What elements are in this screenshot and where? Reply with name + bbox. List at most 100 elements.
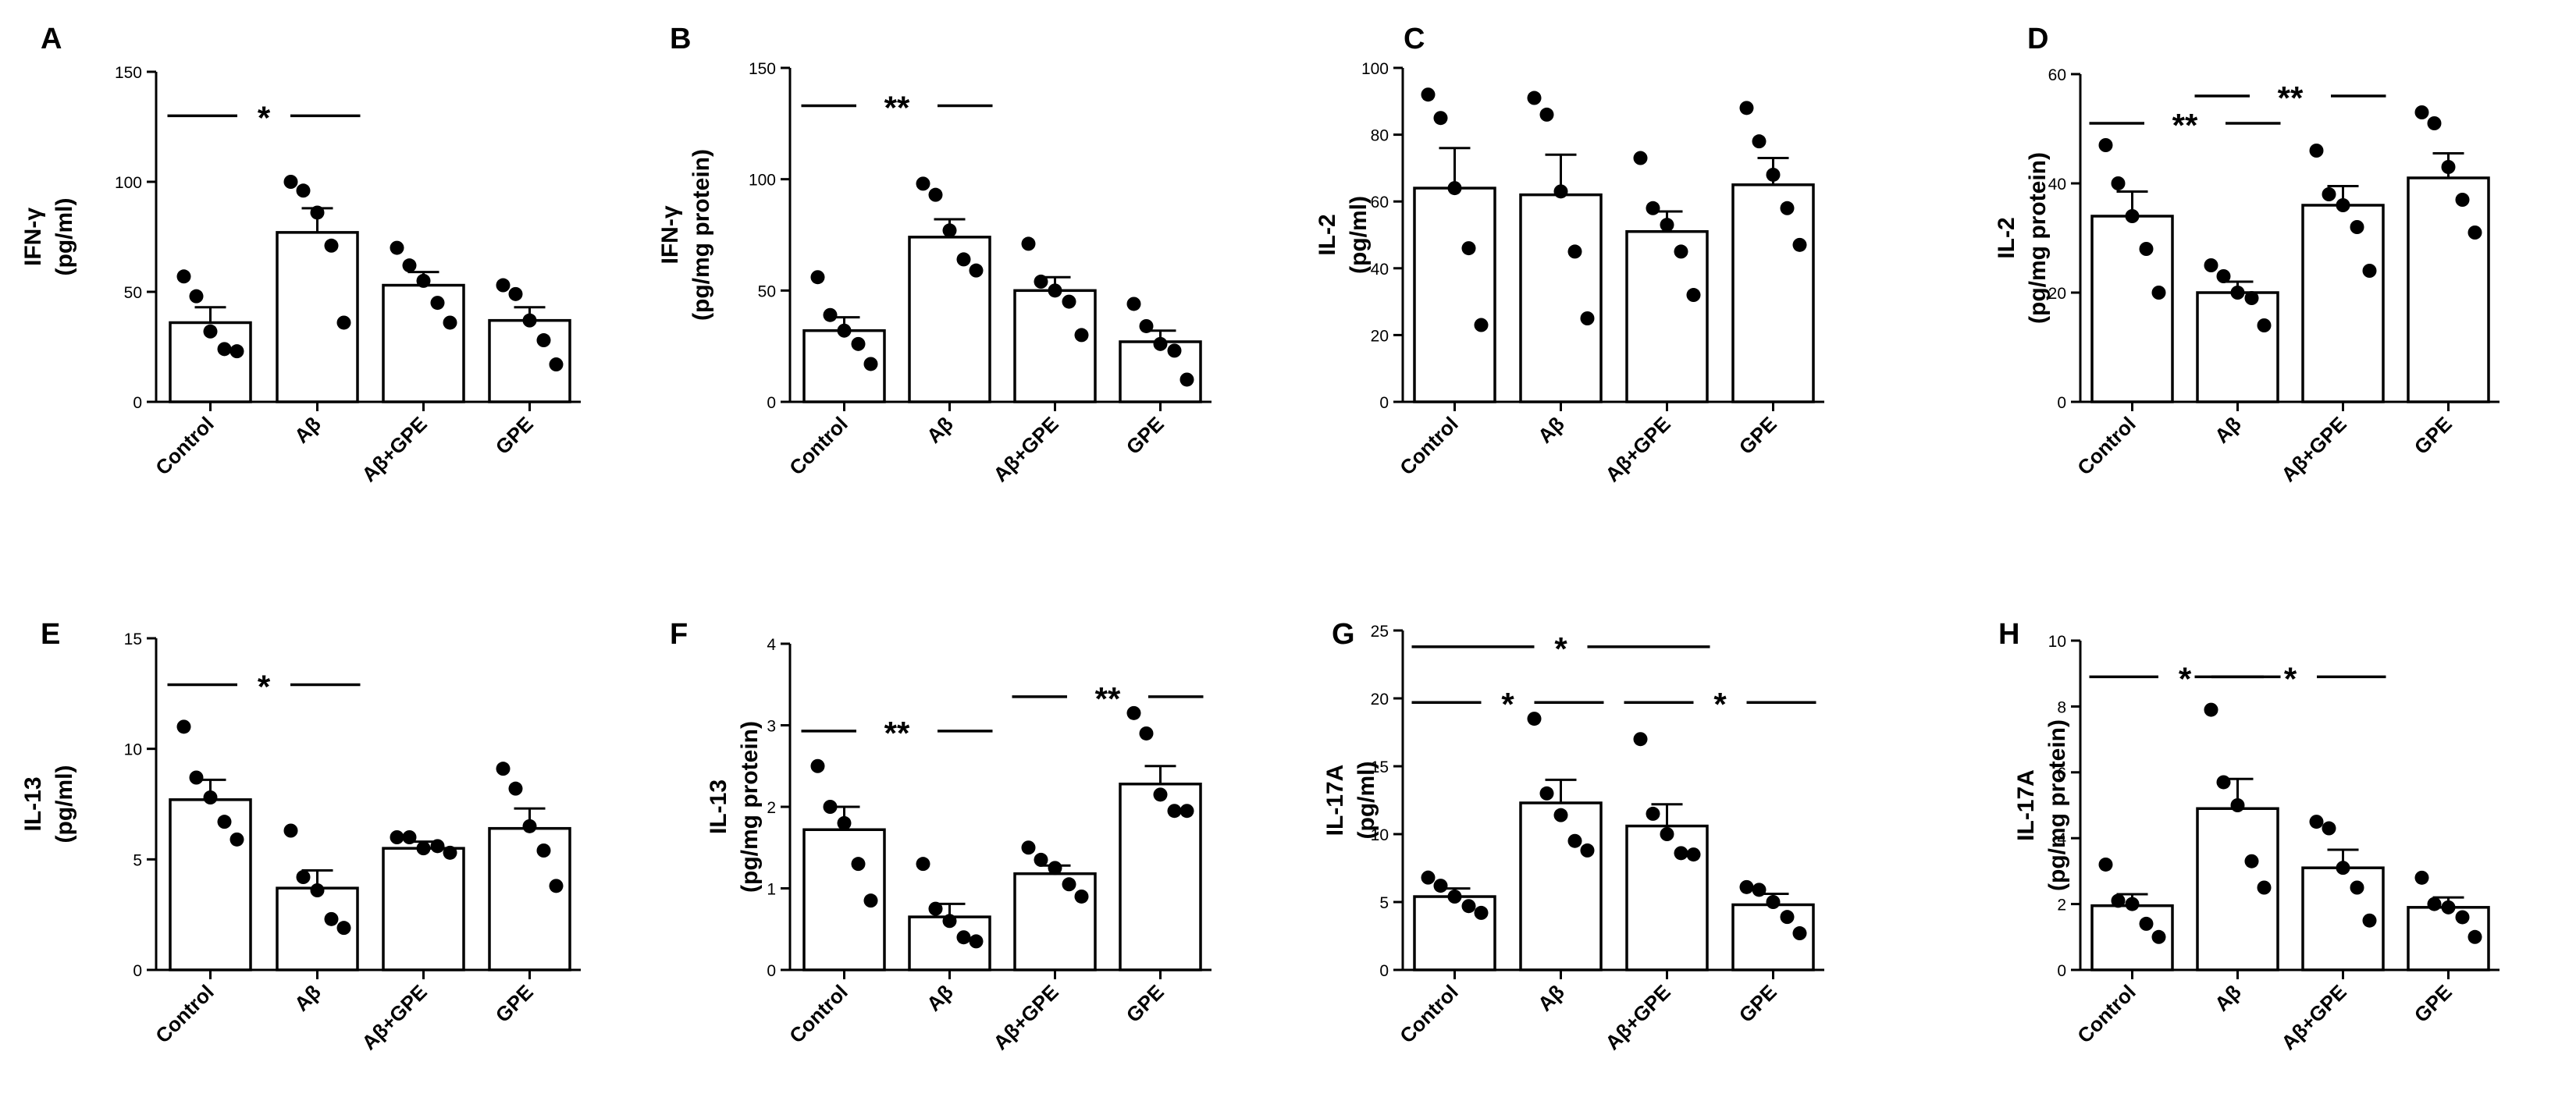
data-point bbox=[2125, 897, 2140, 911]
data-point bbox=[1553, 808, 1568, 822]
category-label: Aβ+GPE bbox=[1600, 980, 1674, 1054]
data-point bbox=[189, 289, 204, 304]
data-point bbox=[402, 830, 417, 844]
data-point bbox=[176, 719, 191, 734]
category-label: Aβ bbox=[2210, 412, 2246, 448]
y-tick-label: 10 bbox=[1371, 826, 1389, 844]
bar bbox=[169, 798, 252, 971]
data-point bbox=[2151, 286, 2166, 300]
bar bbox=[2196, 807, 2279, 971]
category-label: Control bbox=[2073, 412, 2140, 480]
panel-c: C 0 20 40 60 80 100 IL-2 (pg/ml) Control Aβ Aβ+GPE G… bbox=[1315, 23, 1824, 486]
category-label: Aβ+GPE bbox=[357, 412, 431, 486]
data-point bbox=[443, 845, 457, 860]
data-point bbox=[1766, 167, 1781, 182]
data-point bbox=[283, 175, 298, 189]
data-point bbox=[2427, 116, 2442, 130]
data-point bbox=[1447, 181, 1462, 196]
data-point bbox=[2441, 160, 2456, 174]
data-point bbox=[1660, 827, 1674, 841]
data-point bbox=[1674, 244, 1688, 259]
data-point bbox=[2455, 910, 2470, 925]
y-tick-label: 0 bbox=[133, 394, 142, 412]
bar bbox=[1013, 289, 1097, 403]
data-point bbox=[1048, 861, 1062, 875]
significance-label: ** bbox=[2172, 107, 2198, 144]
category-label: Aβ bbox=[1533, 980, 1569, 1016]
bar bbox=[2090, 215, 2174, 403]
y-tick-label: 50 bbox=[758, 282, 776, 300]
data-point bbox=[1739, 101, 1754, 115]
data-point bbox=[1048, 283, 1062, 298]
data-point bbox=[549, 357, 564, 372]
data-point bbox=[956, 930, 971, 945]
data-point bbox=[1580, 311, 1595, 325]
data-point bbox=[851, 857, 866, 872]
panel-letter: G bbox=[1332, 618, 1355, 651]
y-tick-label: 4 bbox=[2057, 830, 2066, 848]
data-point bbox=[416, 841, 431, 856]
data-point bbox=[928, 187, 943, 202]
bar bbox=[488, 826, 571, 971]
y-tick-label: 25 bbox=[1371, 623, 1389, 641]
data-point bbox=[1739, 879, 1754, 894]
y-tick-label: 1 bbox=[767, 881, 776, 899]
significance-label: * bbox=[2284, 660, 2297, 697]
category-label: GPE bbox=[1122, 980, 1169, 1027]
bar bbox=[2301, 204, 2385, 403]
category-label: Aβ+GPE bbox=[988, 980, 1062, 1054]
category-label: Aβ+GPE bbox=[357, 980, 431, 1054]
y-axis-label-line: (pg/ml) bbox=[52, 198, 77, 276]
data-point bbox=[2441, 900, 2456, 915]
data-point bbox=[203, 790, 218, 804]
data-point bbox=[2204, 702, 2218, 717]
category-label: Control bbox=[151, 980, 219, 1048]
bar bbox=[1119, 340, 1202, 403]
data-point bbox=[1792, 926, 1807, 941]
y-tick-label: 20 bbox=[2048, 285, 2066, 303]
data-point bbox=[1021, 840, 1036, 855]
panel-b: B 0 50 100 150 IFN-γ (pg/mg protein) Control Aβ A… bbox=[657, 23, 1212, 486]
y-tick-label: 15 bbox=[124, 630, 142, 648]
panel-f: F 0 1 2 3 4 IL-13 (pg/mg protein) Control Aβ Aβ+GP… bbox=[670, 618, 1212, 1054]
data-point bbox=[2309, 815, 2324, 829]
y-tick-label: 0 bbox=[133, 962, 142, 980]
category-label: Aβ+GPE bbox=[2276, 980, 2350, 1054]
data-point bbox=[2111, 176, 2126, 190]
y-axis-label-line: IL-2 bbox=[1315, 214, 1340, 255]
data-point bbox=[2244, 854, 2259, 868]
y-tick-label: 150 bbox=[749, 60, 776, 78]
data-point bbox=[390, 240, 404, 255]
y-tick-label: 15 bbox=[1371, 758, 1389, 776]
category-label: Aβ bbox=[2210, 980, 2246, 1016]
data-point bbox=[522, 819, 537, 833]
data-point bbox=[1633, 151, 1648, 165]
data-point bbox=[2204, 258, 2218, 272]
data-point bbox=[1633, 732, 1648, 747]
bar bbox=[382, 847, 465, 971]
data-point bbox=[1474, 318, 1489, 332]
data-point bbox=[496, 762, 511, 776]
y-tick-label: 0 bbox=[2057, 962, 2066, 980]
y-tick-label: 0 bbox=[767, 394, 776, 412]
data-point bbox=[390, 830, 404, 844]
significance-label: * bbox=[1501, 686, 1514, 723]
y-tick-label: 40 bbox=[1371, 261, 1389, 279]
data-point bbox=[1792, 237, 1807, 252]
bar bbox=[1413, 186, 1496, 403]
category-label: GPE bbox=[1735, 412, 1781, 459]
data-point bbox=[1074, 328, 1089, 343]
data-point bbox=[1461, 899, 1476, 914]
category-label: Control bbox=[785, 412, 852, 480]
data-point bbox=[1433, 879, 1448, 893]
panel-letter: H bbox=[1998, 618, 2019, 651]
category-label: Aβ+GPE bbox=[1600, 412, 1674, 486]
data-point bbox=[823, 800, 838, 814]
data-point bbox=[1153, 787, 1168, 802]
significance-label: * bbox=[258, 669, 271, 705]
y-tick-label: 0 bbox=[767, 962, 776, 980]
y-tick-label: 8 bbox=[2057, 698, 2066, 716]
y-tick-label: 60 bbox=[2048, 66, 2066, 84]
y-tick-label: 20 bbox=[1371, 327, 1389, 345]
data-point bbox=[2098, 138, 2113, 152]
